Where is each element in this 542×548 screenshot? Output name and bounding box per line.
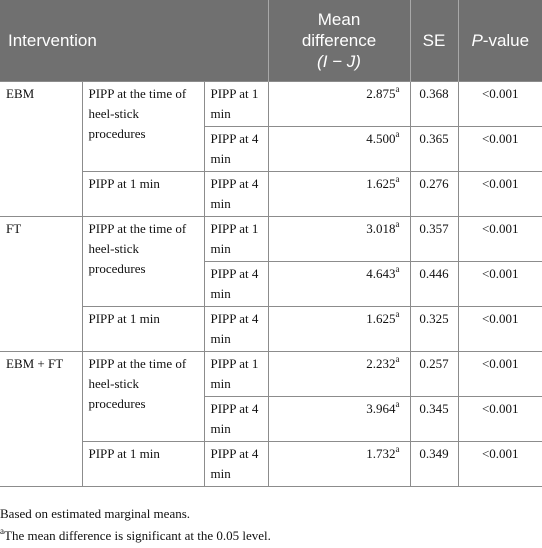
mean-difference-cell: 4.643a <box>267 261 411 307</box>
se-cell: 0.368 <box>409 81 459 127</box>
note-significance-text: The mean difference is significant at th… <box>4 528 271 543</box>
comparison-j-cell: PIPP at 4 min <box>203 441 269 487</box>
comparison-table: Intervention Mean difference (I − J) SE … <box>0 0 542 487</box>
header-p-italic: P <box>471 30 483 50</box>
comparison-i-cell: PIPP at the time of heel-stick procedure… <box>81 216 205 307</box>
table-row: PIPP at 1 min PIPP at 4 min 1.625a 0.276 <0.… <box>0 171 542 217</box>
p-value-cell: <0.001 <box>457 81 542 127</box>
mean-difference-value: 1.732 <box>366 446 396 461</box>
se-cell: 0.357 <box>409 216 459 262</box>
se-cell: 0.345 <box>409 396 459 442</box>
p-value-cell: <0.001 <box>457 351 542 397</box>
significance-marker: a <box>395 308 400 319</box>
header-mean-line2: difference <box>301 31 377 50</box>
comparison-j-cell: PIPP at 4 min <box>203 396 269 442</box>
header-se: SE <box>409 0 459 82</box>
p-value-cell: <0.001 <box>457 216 542 262</box>
significance-marker: a <box>395 398 400 409</box>
comparison-j-cell: PIPP at 4 min <box>203 261 269 307</box>
header-intervention: Intervention <box>0 0 269 82</box>
header-p-value: P-value <box>457 0 542 82</box>
table-row: EBM PIPP at the time of heel-stick proced… <box>0 81 542 217</box>
significance-marker: a <box>395 443 400 454</box>
table-notes: Based on estimated marginal means. aThe … <box>0 503 271 547</box>
p-value-cell: <0.001 <box>457 396 542 442</box>
note-superscript: a <box>0 525 4 536</box>
p-value-cell: <0.001 <box>457 261 542 307</box>
table-row: PIPP at 1 min PIPP at 4 min 1.732a 0.349 <0.… <box>0 441 542 487</box>
table-body: EBM PIPP at the time of heel-stick proced… <box>0 81 542 487</box>
mean-difference-value: 4.643 <box>366 266 396 281</box>
p-value-cell: <0.001 <box>457 441 542 487</box>
table-row: FT PIPP at the time of heel-stick procedu… <box>0 216 542 352</box>
table-row: PIPP at 4 min 4.500a 0.365 <0.001 <box>0 126 542 172</box>
significance-marker: a <box>395 263 400 274</box>
header-mean-difference: Mean difference (I − J) <box>267 0 411 82</box>
comparison-i-cell: PIPP at the time of heel-stick procedure… <box>81 81 205 172</box>
mean-difference-value: 3.964 <box>366 401 396 416</box>
significance-marker: a <box>395 353 400 364</box>
comparison-j-cell: PIPP at 4 min <box>203 126 269 172</box>
mean-difference-value: 1.625 <box>366 311 396 326</box>
mean-difference-value: 2.232 <box>366 356 396 371</box>
mean-difference-value: 3.018 <box>366 221 396 236</box>
comparison-j-cell: PIPP at 1 min <box>203 351 269 397</box>
table-row: PIPP at 4 min 3.964a 0.345 <0.001 <box>0 396 542 442</box>
significance-marker: a <box>395 173 400 184</box>
note-estimated-means: Based on estimated marginal means. <box>0 506 191 521</box>
comparison-j-cell: PIPP at 1 min <box>203 216 269 262</box>
mean-difference-cell: 2.232a <box>267 351 411 397</box>
header-mean-line1: Mean <box>317 10 361 29</box>
mean-difference-value: 1.625 <box>366 176 396 191</box>
header-mean-line3: (I − J) <box>317 52 361 71</box>
comparison-j-cell: PIPP at 1 min <box>203 81 269 127</box>
mean-difference-cell: 3.018a <box>267 216 411 262</box>
se-cell: 0.257 <box>409 351 459 397</box>
mean-difference-value: 4.500 <box>366 131 396 146</box>
table-header: Intervention Mean difference (I − J) SE … <box>0 0 542 82</box>
group-name-cell: FT <box>0 216 83 352</box>
comparison-i-cell: PIPP at 1 min <box>81 306 205 352</box>
se-cell: 0.276 <box>409 171 459 217</box>
se-cell: 0.325 <box>409 306 459 352</box>
table-row: EBM + FT PIPP at the time of heel-stick p… <box>0 351 542 487</box>
se-cell: 0.349 <box>409 441 459 487</box>
significance-marker: a <box>395 83 400 94</box>
comparison-j-cell: PIPP at 4 min <box>203 171 269 217</box>
p-value-cell: <0.001 <box>457 306 542 352</box>
mean-difference-cell: 3.964a <box>267 396 411 442</box>
mean-difference-cell: 2.875a <box>267 81 411 127</box>
comparison-i-cell: PIPP at 1 min <box>81 171 205 217</box>
mean-difference-cell: 1.625a <box>267 171 411 217</box>
mean-difference-cell: 1.625a <box>267 306 411 352</box>
header-p-rest: -value <box>482 30 530 50</box>
table-row: PIPP at 4 min 4.643a 0.446 <0.001 <box>0 261 542 307</box>
comparison-i-cell: PIPP at 1 min <box>81 441 205 487</box>
se-cell: 0.365 <box>409 126 459 172</box>
p-value-cell: <0.001 <box>457 171 542 217</box>
comparison-i-cell: PIPP at the time of heel-stick procedure… <box>81 351 205 442</box>
se-cell: 0.446 <box>409 261 459 307</box>
table-row: PIPP at 1 min PIPP at 4 min 1.625a 0.325 <0.… <box>0 306 542 352</box>
mean-difference-cell: 4.500a <box>267 126 411 172</box>
significance-marker: a <box>395 218 400 229</box>
comparison-j-cell: PIPP at 4 min <box>203 306 269 352</box>
mean-difference-cell: 1.732a <box>267 441 411 487</box>
mean-difference-value: 2.875 <box>366 86 396 101</box>
p-value-cell: <0.001 <box>457 126 542 172</box>
group-name-cell: EBM <box>0 81 83 217</box>
note-significance: aThe mean difference is significant at t… <box>0 525 271 547</box>
significance-marker: a <box>395 128 400 139</box>
group-name-cell: EBM + FT <box>0 351 83 487</box>
